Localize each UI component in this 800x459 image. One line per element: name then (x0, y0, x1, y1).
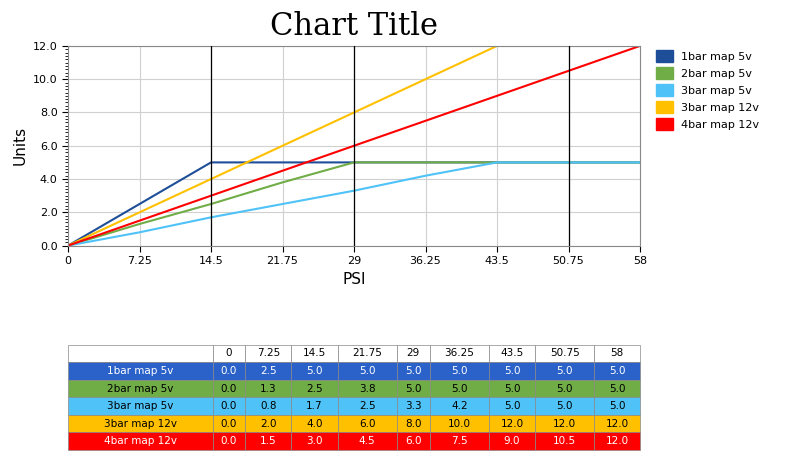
1bar map 5v (635, 160, 645, 165)
Y-axis label: Units: Units (12, 126, 27, 165)
1bar map 5v (421, 160, 430, 165)
2bar map 5v (349, 160, 358, 165)
Line: 2bar map 5v: 2bar map 5v (68, 162, 640, 246)
2bar map 5v (134, 221, 144, 227)
3bar map 12v (492, 43, 502, 49)
3bar map 5v (421, 173, 430, 179)
3bar map 5v (134, 230, 144, 235)
Line: 1bar map 5v: 1bar map 5v (68, 162, 640, 246)
2bar map 5v (421, 160, 430, 165)
3bar map 5v (63, 243, 73, 248)
4bar map 12v (564, 68, 574, 73)
3bar map 12v (635, 43, 645, 49)
4bar map 12v (421, 118, 430, 123)
3bar map 5v (635, 160, 645, 165)
2bar map 5v (635, 160, 645, 165)
1bar map 5v (206, 160, 216, 165)
4bar map 12v (206, 193, 216, 198)
4bar map 12v (635, 43, 645, 49)
3bar map 12v (206, 176, 216, 182)
2bar map 5v (492, 160, 502, 165)
4bar map 12v (63, 243, 73, 248)
Title: Chart Title: Chart Title (270, 11, 438, 42)
2bar map 5v (564, 160, 574, 165)
X-axis label: PSI: PSI (342, 272, 366, 286)
4bar map 12v (134, 218, 144, 224)
Legend: 1bar map 5v, 2bar map 5v, 3bar map 5v, 3bar map 12v, 4bar map 12v: 1bar map 5v, 2bar map 5v, 3bar map 5v, 3… (651, 46, 764, 134)
Line: 3bar map 12v: 3bar map 12v (68, 46, 640, 246)
3bar map 12v (564, 43, 574, 49)
4bar map 12v (349, 143, 358, 149)
3bar map 12v (134, 210, 144, 215)
Line: 4bar map 12v: 4bar map 12v (68, 46, 640, 246)
2bar map 5v (278, 179, 287, 185)
3bar map 5v (349, 188, 358, 193)
3bar map 12v (63, 243, 73, 248)
2bar map 5v (206, 201, 216, 207)
3bar map 5v (278, 201, 287, 207)
3bar map 12v (421, 77, 430, 82)
1bar map 5v (134, 201, 144, 207)
1bar map 5v (63, 243, 73, 248)
1bar map 5v (492, 160, 502, 165)
3bar map 12v (278, 143, 287, 149)
Line: 3bar map 5v: 3bar map 5v (68, 162, 640, 246)
1bar map 5v (349, 160, 358, 165)
2bar map 5v (63, 243, 73, 248)
1bar map 5v (564, 160, 574, 165)
3bar map 5v (564, 160, 574, 165)
1bar map 5v (278, 160, 287, 165)
3bar map 12v (349, 110, 358, 115)
4bar map 12v (278, 168, 287, 174)
3bar map 5v (492, 160, 502, 165)
4bar map 12v (492, 93, 502, 99)
3bar map 5v (206, 214, 216, 220)
